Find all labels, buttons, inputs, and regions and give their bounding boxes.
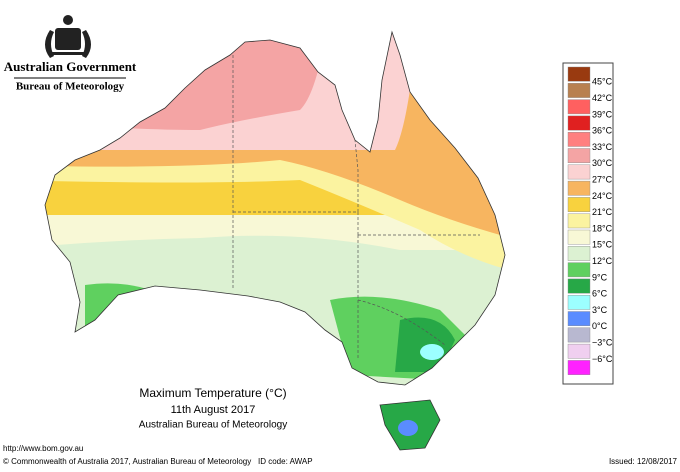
scale-swatch: [567, 311, 591, 327]
scale-label: 6°C: [592, 289, 608, 299]
scale-swatch: [567, 197, 591, 212]
agency-name: Bureau of Meteorology: [16, 81, 125, 93]
government-name: Australian Government: [4, 59, 137, 74]
scale-swatch: [567, 262, 591, 278]
scale-swatch: [567, 83, 591, 98]
scale-swatch: [567, 295, 591, 310]
map-date: 11th August 2017: [171, 404, 256, 416]
scale-label: −6°C: [592, 354, 613, 364]
scale-swatch: [567, 246, 591, 261]
scale-label: 24°C: [592, 191, 613, 201]
scale-label: 45°C: [592, 77, 613, 87]
scale-label: 39°C: [592, 109, 613, 119]
scale-swatch: [567, 164, 591, 180]
scale-label: 21°C: [592, 207, 613, 217]
map-source: Australian Bureau of Meteorology: [139, 420, 287, 431]
scale-swatch: [567, 131, 591, 147]
scale-swatch: [567, 66, 591, 82]
scale-swatch: [567, 360, 591, 375]
state-borders: [232, 55, 480, 360]
id-code: ID code: AWAP: [258, 457, 313, 466]
map-title: Maximum Temperature (°C): [139, 386, 286, 400]
issued: Issued: 12/08/2017: [609, 457, 678, 466]
scale-label: 36°C: [592, 126, 613, 136]
scale-label: 18°C: [592, 223, 613, 233]
crest: [45, 15, 91, 58]
scale-swatch: [567, 278, 591, 294]
scale-swatch: [567, 148, 591, 164]
scale-label: 9°C: [592, 272, 608, 282]
scale-label: 30°C: [592, 158, 613, 168]
scale-label: −3°C: [592, 337, 613, 347]
scale-label: 15°C: [592, 240, 613, 250]
scale-swatch: [567, 229, 591, 245]
coastline: [44, 30, 506, 451]
copyright: © Commonwealth of Australia 2017, Austra…: [3, 457, 251, 466]
scale-label: 33°C: [592, 142, 613, 152]
scale-swatch: [567, 99, 591, 115]
scale-label: 42°C: [592, 93, 613, 103]
scale-swatch: [567, 327, 591, 343]
scale-label: 12°C: [592, 256, 613, 266]
url: http://www.bom.gov.au: [3, 444, 83, 453]
scale-swatch: [567, 343, 591, 359]
scale-swatch: [567, 213, 591, 229]
scale-label: 27°C: [592, 174, 613, 184]
scale-label: 0°C: [592, 321, 608, 331]
scale-swatch: [567, 180, 591, 196]
scale-label: 3°C: [592, 305, 608, 315]
scale: 45°C 42°C 39°C 36°C 33°C 30°C 27°C 24°C 21°C 18°C…: [567, 66, 613, 375]
scale-swatch: [567, 115, 591, 131]
